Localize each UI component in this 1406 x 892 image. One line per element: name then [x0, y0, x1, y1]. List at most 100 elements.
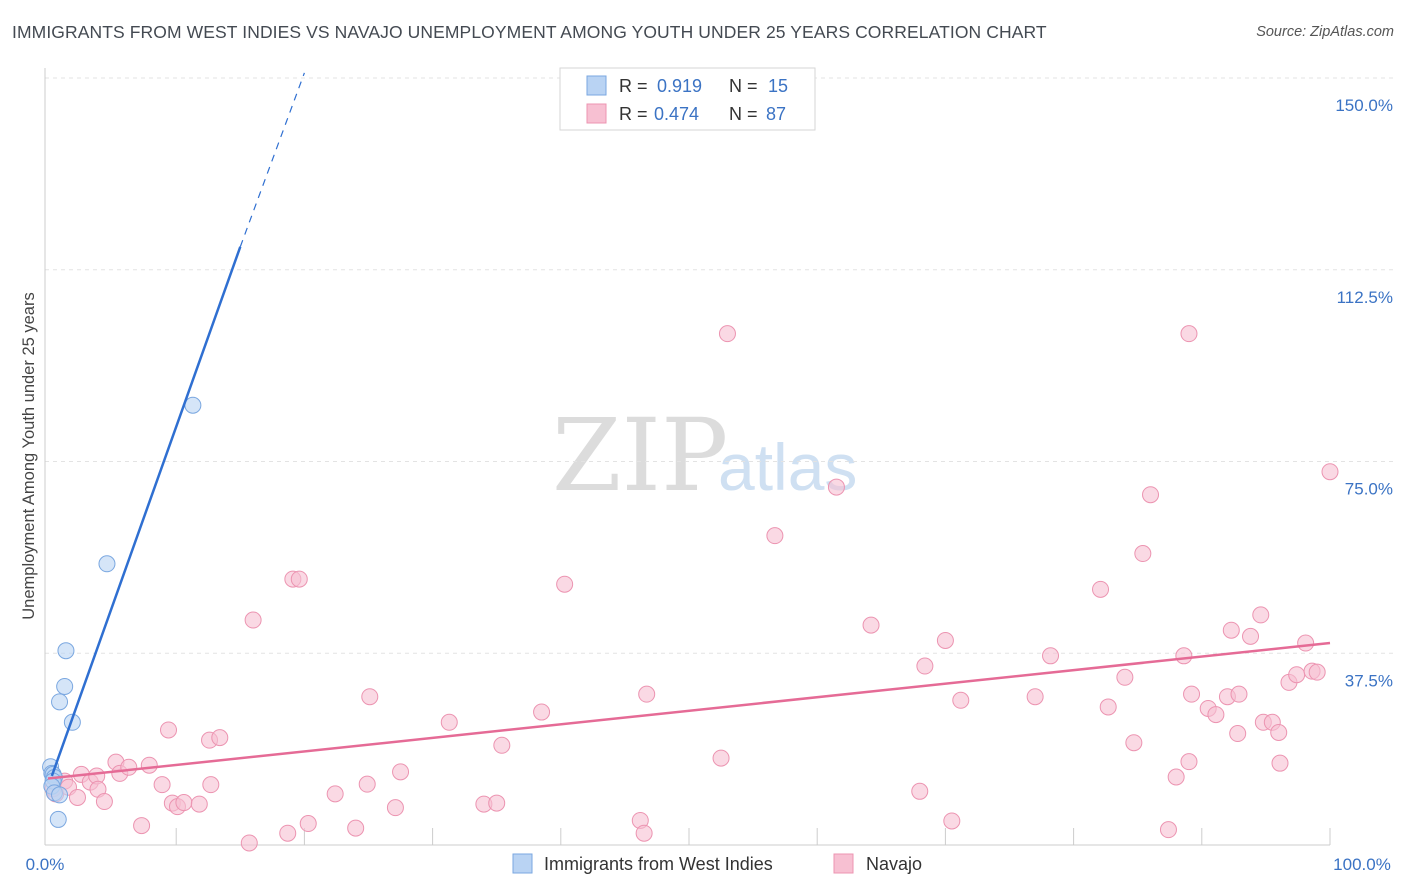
navajo-point	[160, 721, 178, 739]
stats-n-label-1: N =	[729, 76, 758, 96]
west-indies-point	[184, 396, 202, 414]
source-credit: Source: ZipAtlas.com	[1256, 24, 1394, 40]
legend-swatch-west-indies	[512, 853, 533, 874]
y-tick-label: 150.0%	[1335, 96, 1393, 115]
navajo-point	[1159, 821, 1177, 839]
navajo-point	[244, 611, 262, 629]
navajo-point	[1099, 698, 1117, 716]
navajo-point	[1026, 688, 1044, 706]
navajo-point	[68, 788, 86, 806]
stats-r-label-2: R =	[619, 104, 648, 124]
navajo-point	[911, 782, 929, 800]
navajo-point	[120, 758, 138, 776]
navajo-point	[347, 819, 365, 837]
navajo-point	[712, 749, 730, 767]
navajo-point	[1271, 754, 1289, 772]
navajo-point	[1116, 668, 1134, 686]
navajo-point	[1288, 666, 1306, 684]
navajo-point	[1252, 606, 1270, 624]
stats-r-label-1: R =	[619, 76, 648, 96]
navajo-point	[635, 824, 653, 842]
stats-n-label-2: N =	[729, 104, 758, 124]
legend-label-west-indies: Immigrants from West Indies	[544, 854, 773, 874]
navajo-point	[488, 794, 506, 812]
navajo-point	[140, 756, 158, 774]
navajo-point	[1270, 724, 1288, 742]
navajo-point	[1242, 627, 1260, 645]
navajo-point	[290, 570, 308, 588]
navajo-point	[943, 812, 961, 830]
trend-line-west-indies	[50, 246, 242, 777]
navajo-point	[386, 799, 404, 817]
navajo-point	[95, 793, 113, 811]
navajo-point	[153, 776, 171, 794]
x-tick-label-min: 0.0%	[26, 855, 65, 874]
y-tick-labels: 37.5% 75.0% 112.5% 150.0%	[1335, 96, 1393, 690]
west-indies-point	[51, 693, 69, 711]
trend-lines	[47, 72, 1331, 780]
navajo-point	[1308, 663, 1326, 681]
stats-box: R = 0.919 N = 15 R = 0.474 N = 87	[559, 67, 816, 131]
trend-line-west-indies-extension	[239, 72, 305, 247]
navajo-point	[133, 817, 151, 835]
chart-title: IMMIGRANTS FROM WEST INDIES VS NAVAJO UN…	[12, 22, 1047, 42]
stats-n-value-1: 15	[768, 76, 788, 96]
navajo-point	[1092, 580, 1110, 598]
west-indies-point	[57, 642, 75, 660]
navajo-point	[392, 763, 410, 781]
west-indies-point	[98, 555, 116, 573]
navajo-point	[1142, 486, 1160, 504]
stats-n-value-2: 87	[766, 104, 786, 124]
y-tick-label: 75.0%	[1345, 480, 1393, 499]
navajo-point	[766, 527, 784, 545]
navajo-point	[1207, 706, 1225, 724]
y-tick-label: 37.5%	[1345, 671, 1393, 690]
navajo-point	[1134, 545, 1152, 563]
navajo-point	[326, 785, 344, 803]
legend-swatch-navajo	[833, 853, 854, 874]
navajo-point	[361, 688, 379, 706]
navajo-point	[936, 631, 954, 649]
navajo-point	[1180, 325, 1198, 343]
y-axis-title: Unemployment Among Youth under 25 years	[20, 292, 38, 619]
y-tick-label: 112.5%	[1337, 288, 1393, 307]
navajo-point	[827, 478, 845, 496]
navajo-point	[718, 325, 736, 343]
gridlines	[45, 77, 1393, 654]
x-tick-label-max: 100.0%	[1333, 855, 1391, 874]
navajo-point	[1175, 647, 1193, 665]
navajo-point	[358, 775, 376, 793]
navajo-point	[175, 794, 193, 812]
watermark: ZIP atlas	[552, 397, 857, 514]
stats-r-value-1: 0.919	[657, 76, 702, 96]
navajo-point	[211, 729, 229, 747]
legend-label-navajo: Navajo	[866, 854, 922, 874]
navajo-point	[1183, 685, 1201, 703]
stats-swatch-west-indies	[586, 75, 607, 96]
navajo-point	[1222, 621, 1240, 639]
west-indies-point	[49, 810, 67, 828]
navajo-point	[638, 685, 656, 703]
navajo-point	[952, 691, 970, 709]
navajo-point	[1230, 685, 1248, 703]
navajo-point	[190, 795, 208, 813]
navajo-point	[556, 575, 574, 593]
trend-line-navajo	[47, 641, 1331, 780]
navajo-point	[916, 657, 934, 675]
navajo-point	[1167, 768, 1185, 786]
navajo-point	[1297, 634, 1315, 652]
navajo-point	[493, 736, 511, 754]
watermark-zip: ZIP	[552, 397, 728, 514]
west-indies-point	[51, 786, 69, 804]
west-indies-point	[56, 677, 74, 695]
navajo-point	[299, 815, 317, 833]
navajo-point	[862, 616, 880, 634]
navajo-point	[279, 824, 297, 842]
navajo-point	[1125, 734, 1143, 752]
navajo-point	[533, 703, 551, 721]
legend: Immigrants from West Indies Navajo	[512, 853, 922, 874]
navajo-point	[1229, 725, 1247, 743]
stats-r-value-2: 0.474	[654, 104, 699, 124]
navajo-point	[1042, 647, 1060, 665]
